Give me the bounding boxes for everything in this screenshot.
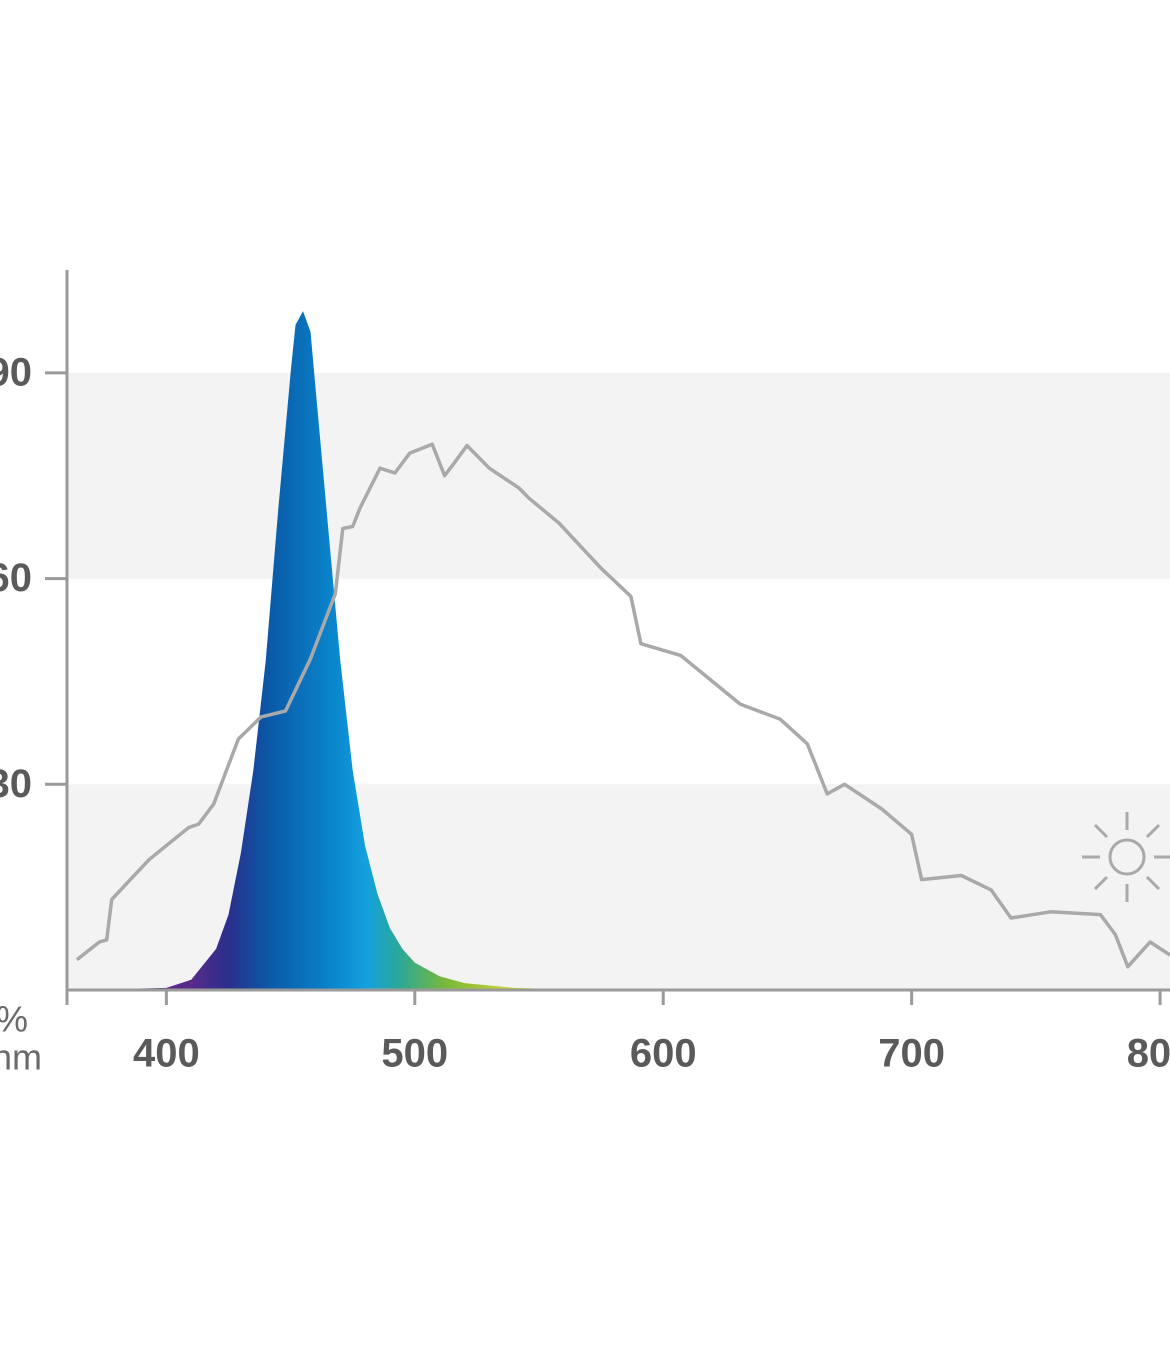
grid-band [67, 372, 1170, 579]
y-tick-label: 60 [0, 556, 32, 600]
y-tick-label: 30 [0, 762, 32, 806]
x-unit-label: nm [0, 1037, 42, 1078]
x-tick-label: 800 [1127, 1032, 1170, 1076]
x-tick-label: 600 [630, 1032, 697, 1076]
y-unit-label: % [0, 999, 28, 1040]
x-tick-label: 500 [381, 1032, 448, 1076]
axes: 30 60 90 400 500 600 700 800 [0, 270, 1170, 1076]
y-tick-label: 90 [0, 350, 32, 394]
plot [67, 311, 1170, 991]
sun-icon [1082, 812, 1170, 902]
spectrum-line [75, 442, 1170, 969]
x-tick-label: 700 [878, 1032, 945, 1076]
spectrum-area [67, 311, 1170, 991]
x-tick-label: 400 [133, 1032, 200, 1076]
